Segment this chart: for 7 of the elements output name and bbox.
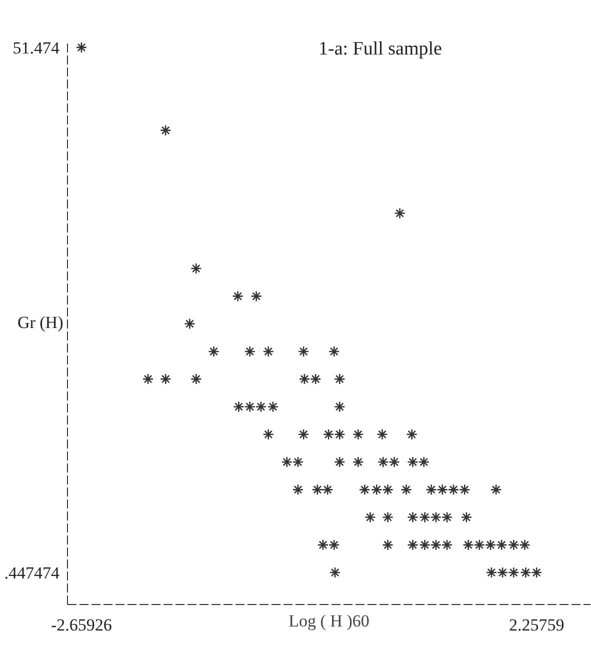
x-axis-title: Log ( H )60 (288, 612, 370, 630)
x-tick-label: 2.25759 (508, 616, 564, 634)
x-tick-label: -2.65926 (51, 616, 112, 634)
chart-title: 1-a: Full sample (318, 38, 442, 60)
y-tick-label: .447474 (4, 564, 60, 583)
y-tick-label: 51.474 (12, 38, 60, 58)
y-axis-title: Gr (H) (17, 313, 64, 332)
